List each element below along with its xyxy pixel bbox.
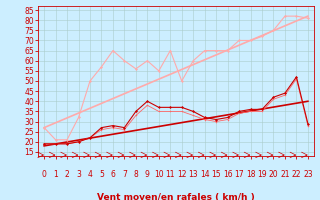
X-axis label: Vent moyen/en rafales ( km/h ): Vent moyen/en rafales ( km/h ) [97, 193, 255, 200]
